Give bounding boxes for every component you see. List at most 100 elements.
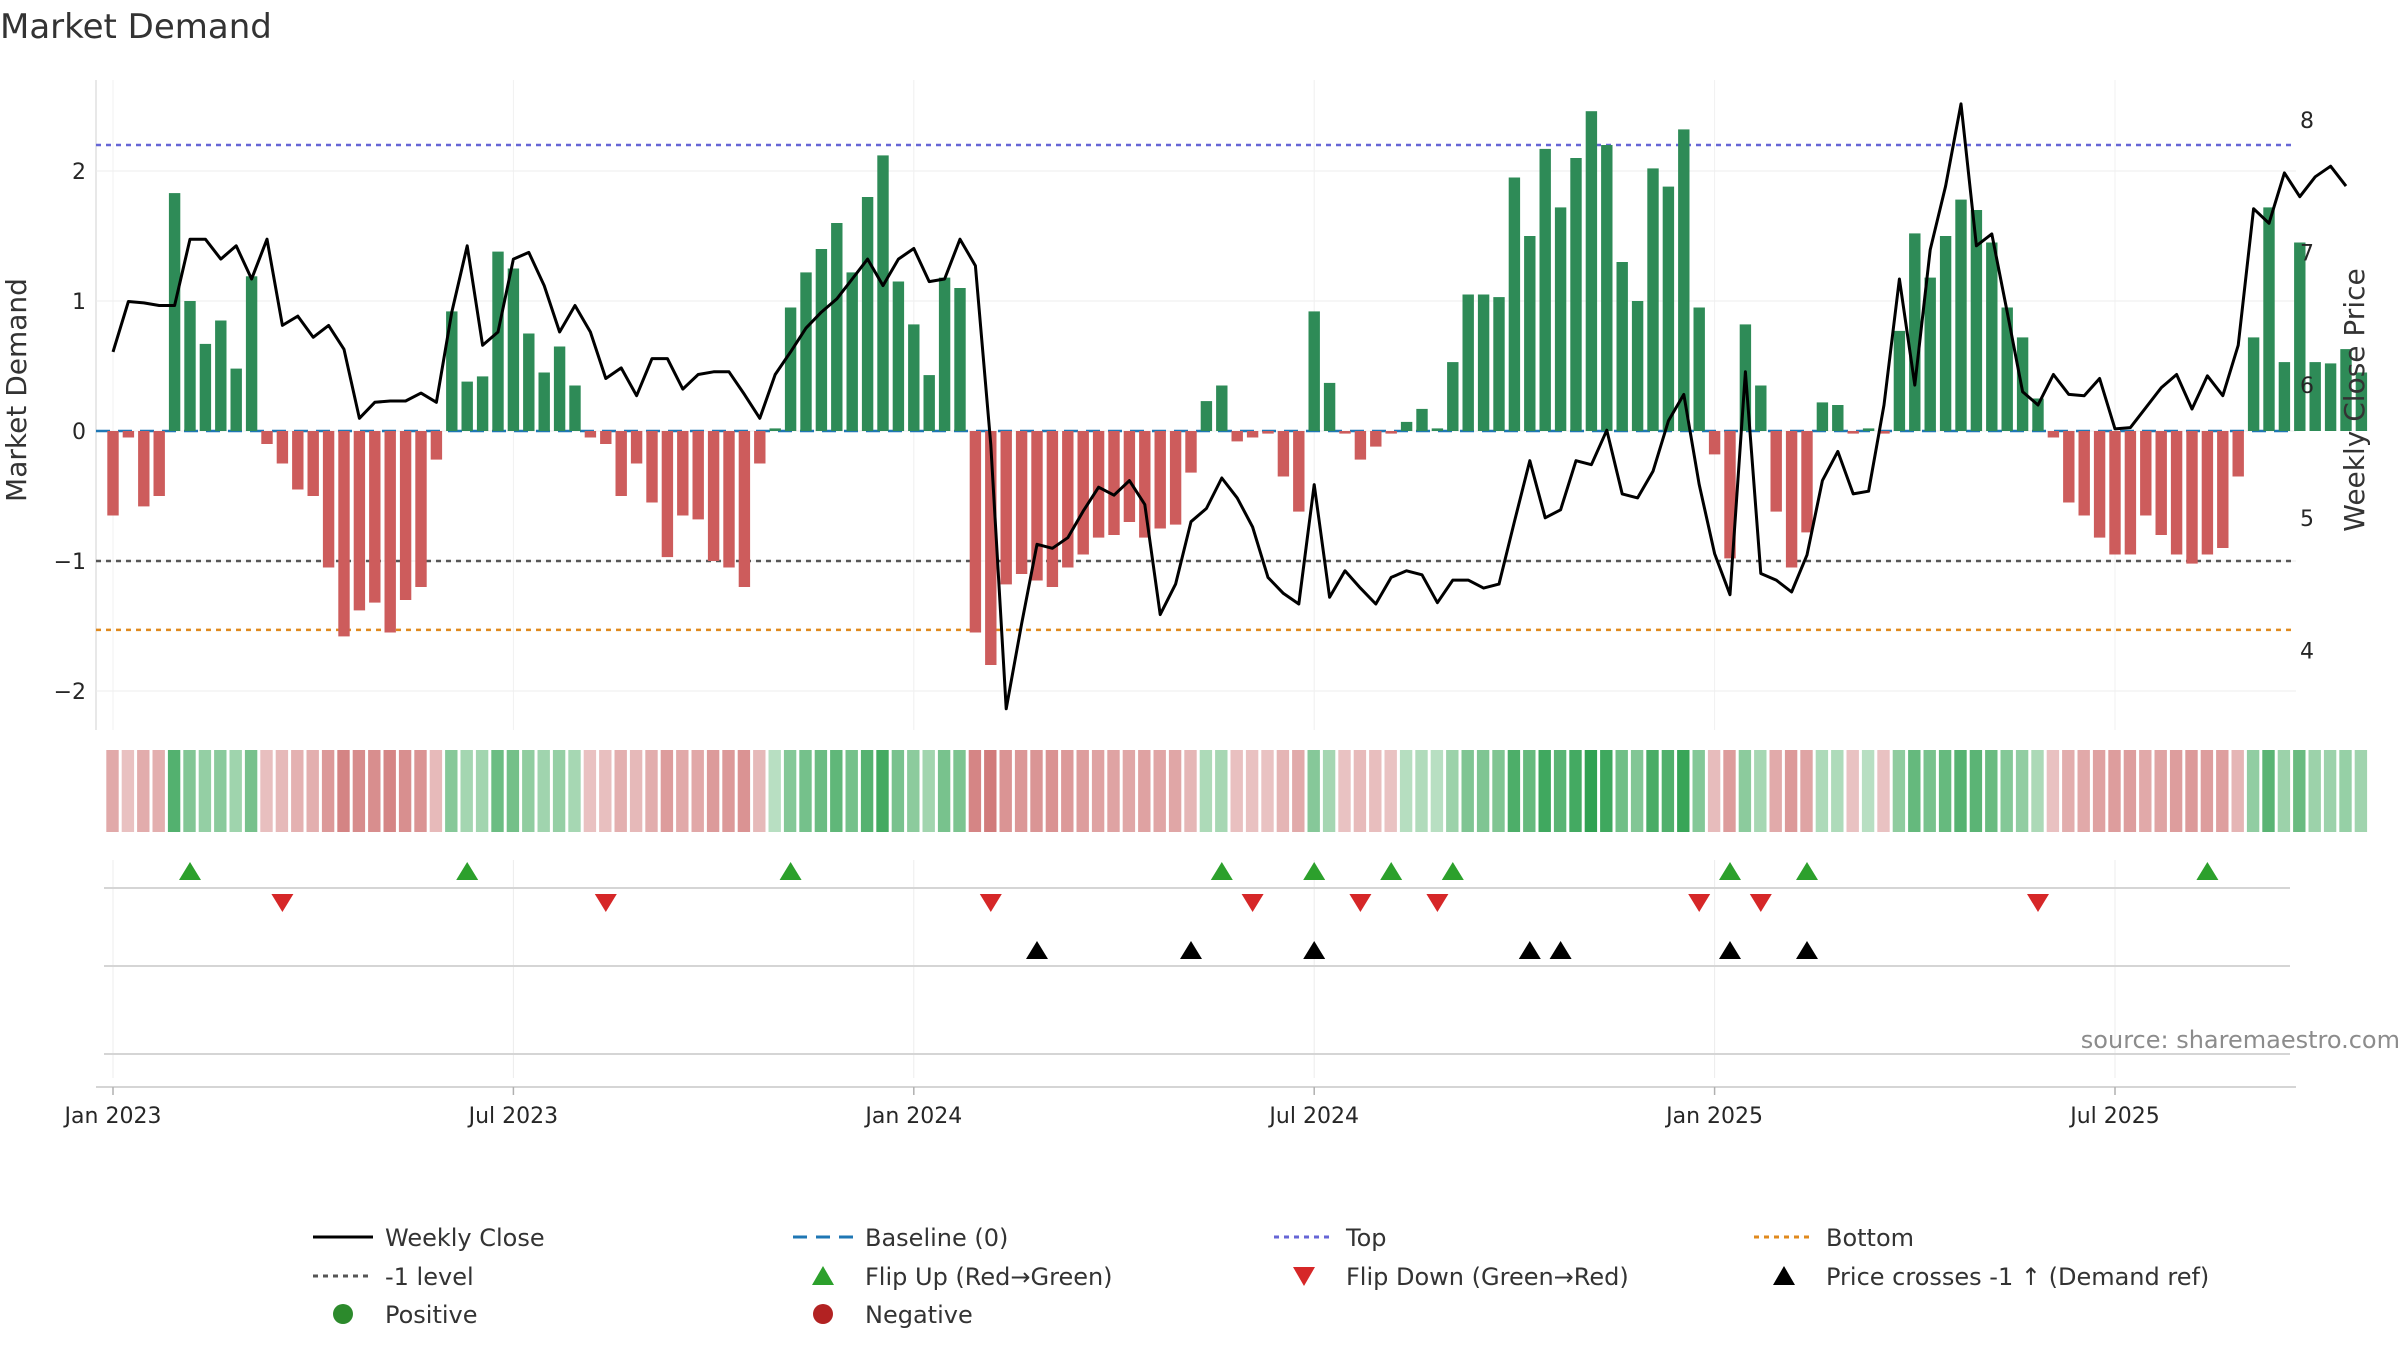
- strip-cell-positive: [1615, 750, 1628, 832]
- strip-cell-negative: [260, 750, 273, 832]
- demand-bar-negative: [600, 431, 612, 444]
- demand-bar-negative: [1123, 431, 1136, 522]
- demand-bar-positive: [1832, 405, 1844, 431]
- chart-title: Market Demand: [0, 7, 272, 47]
- demand-bar-positive: [168, 193, 181, 431]
- demand-bar-negative: [1878, 431, 1890, 434]
- demand-bar-positive: [1678, 129, 1690, 431]
- strip-cell-negative: [414, 750, 427, 832]
- demand-bar-negative: [2232, 431, 2244, 477]
- strip-cell-positive: [1754, 750, 1767, 832]
- strip-cell-positive: [1553, 750, 1567, 832]
- x-tick-label: Jul 2023: [467, 1104, 559, 1129]
- legend-item: Baseline (0): [793, 1224, 1008, 1252]
- demand-bar-positive: [1554, 207, 1567, 431]
- demand-bar-positive: [461, 381, 473, 431]
- strip-cell-positive: [1969, 750, 1983, 832]
- demand-bar-negative: [1015, 431, 1028, 574]
- left-y-axis: −2 −1 0 1 2: [54, 160, 86, 705]
- strip-cell-positive: [2308, 750, 2321, 832]
- strip-cell-negative: [1369, 750, 1382, 832]
- strip-cell-negative: [2169, 750, 2183, 832]
- strip-cell-positive: [1446, 750, 1459, 832]
- strip-cell-positive: [845, 750, 858, 832]
- demand-bar-positive: [2324, 363, 2337, 431]
- demand-bar-positive: [877, 155, 889, 431]
- demand-bar-positive: [2247, 337, 2260, 431]
- strip-cell-negative: [614, 750, 627, 832]
- demand-bar-positive: [492, 251, 504, 431]
- demand-bar-negative: [707, 431, 720, 561]
- strip-cell-positive: [860, 750, 874, 832]
- demand-bar-negative: [2201, 431, 2214, 555]
- demand-bar-negative: [1169, 431, 1182, 525]
- flip-down-marker: [1426, 894, 1449, 912]
- demand-bar-negative: [1077, 431, 1089, 555]
- demand-bar-negative: [107, 431, 119, 516]
- demand-bar-positive: [954, 288, 966, 431]
- strip-cell-negative: [291, 750, 304, 832]
- demand-bar-positive: [230, 368, 242, 431]
- demand-bar-positive: [1893, 330, 1906, 431]
- demand-bar-negative: [630, 431, 643, 464]
- demand-bar-positive: [569, 385, 581, 431]
- strip-cell-negative: [1184, 750, 1197, 832]
- strip-cell-negative: [429, 750, 443, 832]
- strip-cell-positive: [1908, 750, 1921, 832]
- demand-bar-positive: [1662, 186, 1675, 431]
- strip-cell-negative: [1384, 750, 1397, 832]
- flip-up-marker: [1303, 862, 1326, 880]
- demand-bar-positive: [1924, 277, 1936, 431]
- strip-cell-negative: [2139, 750, 2152, 832]
- demand-bar-negative: [661, 431, 674, 558]
- strip-cell-positive: [922, 750, 935, 832]
- strip-cell-negative: [1353, 750, 1367, 832]
- strip-cell-positive: [2000, 750, 2013, 832]
- demand-bar-positive: [1585, 111, 1598, 431]
- legend-swatch-circle: [813, 1304, 833, 1324]
- flip-up-marker: [1441, 862, 1464, 880]
- strip-cell-positive: [2262, 750, 2275, 832]
- demand-bar-positive: [2001, 307, 2013, 431]
- demand-bar-negative: [369, 431, 381, 603]
- strip-cell-positive: [1538, 750, 1551, 832]
- strip-cell-negative: [599, 750, 612, 832]
- strip-cell-negative: [1045, 750, 1059, 832]
- legend-label: Price crosses -1 ↑ (Demand ref): [1826, 1263, 2209, 1291]
- demand-bar-positive: [1416, 408, 1428, 431]
- strip-cell-negative: [2216, 750, 2229, 832]
- legend-item: Negative: [813, 1301, 973, 1329]
- demand-bar-negative: [2093, 431, 2106, 538]
- strip-cell-positive: [1523, 750, 1536, 832]
- strip-cell-positive: [1985, 750, 1998, 832]
- demand-bar-positive: [861, 197, 874, 431]
- strip-cell-positive: [1507, 750, 1521, 832]
- left-tick-label: −1: [54, 550, 86, 575]
- demand-bar-positive: [2032, 398, 2044, 431]
- demand-bar-negative: [1847, 431, 1859, 434]
- demand-bar-negative: [723, 431, 735, 568]
- right-tick-label: 4: [2300, 639, 2314, 664]
- price-cross-marker: [1518, 941, 1541, 959]
- flip-up-marker: [2196, 862, 2219, 880]
- strip-cell-positive: [1738, 750, 1752, 832]
- strip-cell-positive: [244, 750, 258, 832]
- strip-cell-negative: [1800, 750, 1813, 832]
- right-tick-label: 7: [2300, 241, 2314, 266]
- demand-bar-negative: [415, 431, 427, 587]
- strip-cell-negative: [2185, 750, 2198, 832]
- strip-cell-positive: [2277, 750, 2291, 832]
- strip-cell-negative: [753, 750, 766, 832]
- demand-bar-positive: [923, 375, 935, 431]
- demand-bar-negative: [307, 431, 319, 496]
- demand-bar-negative: [1000, 431, 1012, 585]
- strip-cell-positive: [2339, 750, 2352, 832]
- strip-cell-positive: [1692, 750, 1705, 832]
- demand-bar-positive: [1647, 168, 1659, 431]
- demand-bar-positive: [476, 376, 489, 431]
- strip-cell-positive: [506, 750, 520, 832]
- strip-cell-negative: [1230, 750, 1243, 832]
- legend-label: Flip Up (Red→Green): [865, 1263, 1113, 1291]
- strip-cell-positive: [229, 750, 242, 832]
- strip-cell-positive: [783, 750, 797, 832]
